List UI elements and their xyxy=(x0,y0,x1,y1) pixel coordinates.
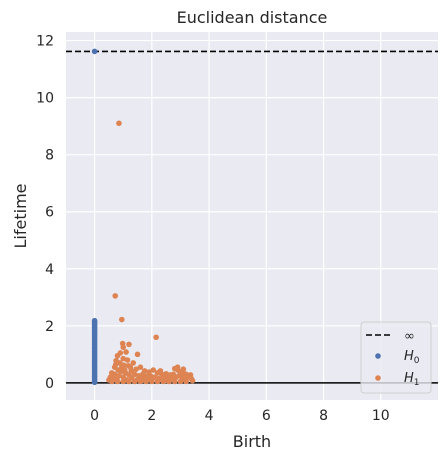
legend-h1-label-sub: 1 xyxy=(414,378,420,388)
point-H1 xyxy=(180,370,187,376)
legend-box xyxy=(360,321,432,394)
point-H1 xyxy=(124,357,131,363)
legend-h1-label: H1 xyxy=(404,371,420,388)
x-tick-label: 4 xyxy=(205,408,214,424)
point-H1 xyxy=(119,316,125,323)
x-tick-label: 0 xyxy=(90,408,99,424)
legend-h0-marker xyxy=(375,353,381,359)
point-H1 xyxy=(171,378,178,385)
point-H1 xyxy=(187,372,194,378)
x-tick-label: 8 xyxy=(319,408,328,424)
point-H1 xyxy=(151,374,158,380)
point-H1 xyxy=(177,378,184,385)
point-H1 xyxy=(130,360,137,366)
point-H1 xyxy=(154,378,161,385)
point-H0 xyxy=(91,379,98,386)
point-H1 xyxy=(125,362,132,369)
legend-h0-label-sub: 0 xyxy=(414,356,420,366)
point-H1 xyxy=(157,368,164,374)
point-H1 xyxy=(189,377,196,384)
point-H1 xyxy=(116,372,122,379)
point-H1 xyxy=(123,349,129,355)
point-H1 xyxy=(134,351,141,358)
legend-h1-marker xyxy=(375,375,381,381)
point-H1 xyxy=(121,367,128,373)
x-tick-label: 6 xyxy=(262,408,271,424)
x-tick-label: 10 xyxy=(372,408,390,424)
point-H1 xyxy=(137,378,144,385)
point-H1 xyxy=(126,341,132,348)
point-H1 xyxy=(174,364,181,370)
point-H1 xyxy=(120,378,127,385)
y-tick-label: 4 xyxy=(45,262,54,278)
point-H1 xyxy=(153,334,159,341)
point-H1 xyxy=(117,350,124,356)
point-H1 xyxy=(120,344,127,351)
series-H1 xyxy=(106,120,196,385)
y-axis-label: Lifetime xyxy=(11,184,30,249)
point-H1 xyxy=(183,378,189,385)
y-tick-label: 8 xyxy=(45,148,54,164)
legend-h0-label-main: H xyxy=(404,349,414,364)
point-H1 xyxy=(126,378,132,385)
point-H1 xyxy=(112,293,119,299)
y-tick-label: 10 xyxy=(36,91,54,107)
x-tick-label: 2 xyxy=(147,408,156,424)
legend: ∞ H0 H1 xyxy=(360,321,432,394)
y-tick-label: 0 xyxy=(45,376,54,392)
point-H1 xyxy=(143,378,149,385)
y-tick-label: 12 xyxy=(36,34,54,50)
point-H1 xyxy=(108,378,115,385)
x-axis-label: Birth xyxy=(233,432,271,451)
point-H1 xyxy=(150,367,157,373)
point-H1 xyxy=(131,371,138,378)
chart-title: Euclidean distance xyxy=(177,8,328,27)
legend-h1-label-main: H xyxy=(404,371,414,386)
point-H1 xyxy=(133,366,139,372)
y-tick-label: 6 xyxy=(45,205,54,221)
point-H1 xyxy=(131,378,138,385)
legend-infinity-label: ∞ xyxy=(404,329,415,344)
point-H1 xyxy=(112,361,119,368)
point-H1 xyxy=(137,364,144,370)
point-H1 xyxy=(160,378,167,385)
point-H1 xyxy=(116,120,122,127)
y-tick-label: 2 xyxy=(45,319,54,335)
legend-h0-label: H0 xyxy=(404,349,420,366)
point-H0 xyxy=(91,48,98,55)
point-H1 xyxy=(140,370,147,377)
y-tick-labels: 0 2 4 6 8 10 12 xyxy=(36,34,54,392)
point-H1 xyxy=(149,378,155,385)
point-H1 xyxy=(115,367,121,373)
point-H1 xyxy=(111,371,118,378)
x-tick-labels: 0 2 4 6 8 10 xyxy=(90,408,390,424)
series-H0 xyxy=(91,48,98,386)
point-H1 xyxy=(128,368,135,374)
data-points xyxy=(91,48,196,386)
point-H1 xyxy=(166,378,172,385)
point-H1 xyxy=(114,378,121,385)
point-H1 xyxy=(120,355,127,362)
grid-lines xyxy=(66,32,438,400)
